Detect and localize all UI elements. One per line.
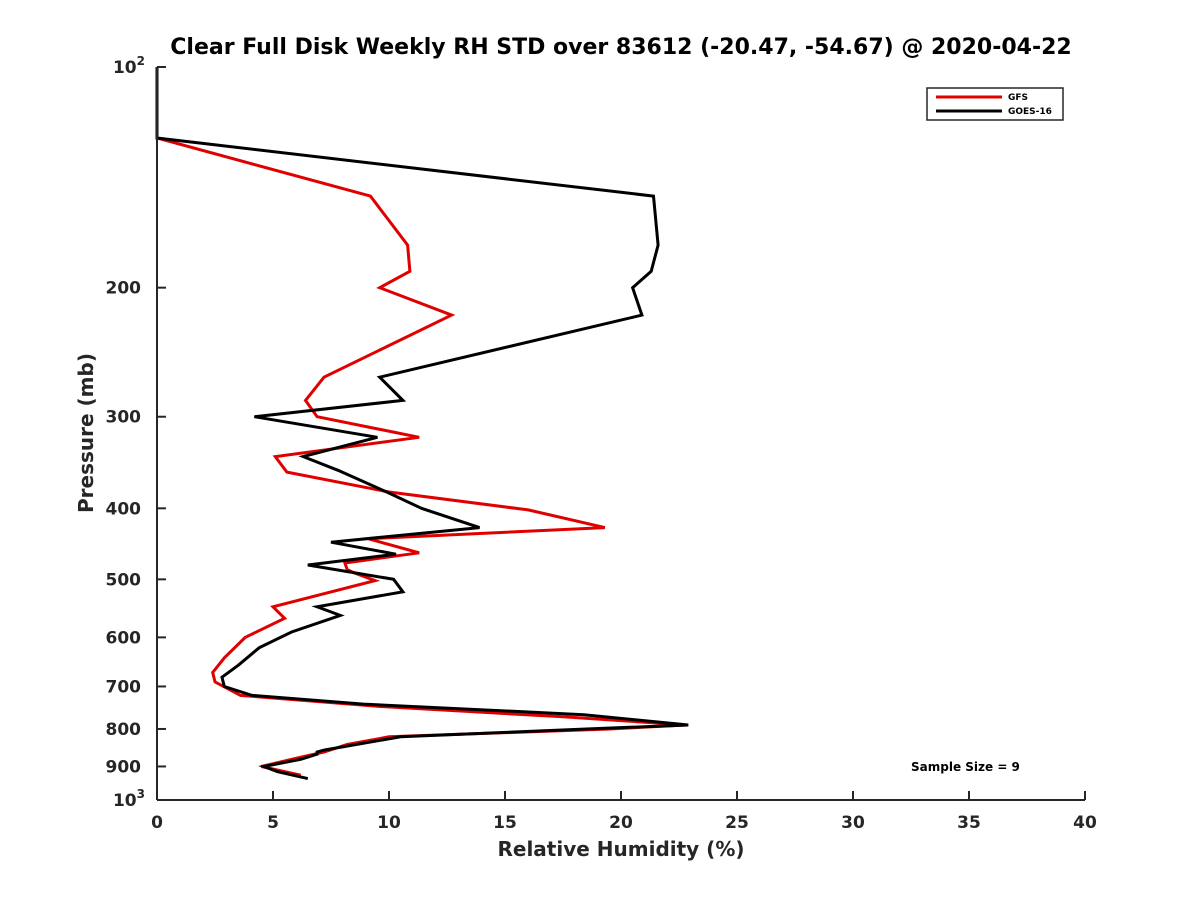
x-axis-label: Relative Humidity (%) <box>497 837 744 861</box>
plot-area <box>155 67 689 781</box>
y-tick-label: 200 <box>106 279 142 299</box>
chart-title: Clear Full Disk Weekly RH STD over 83612… <box>170 35 1071 60</box>
y-tick-label: 900 <box>106 757 142 777</box>
y-tick-label: 300 <box>106 408 142 428</box>
y-tick-label: 103 <box>113 787 145 811</box>
x-tick-label: 15 <box>493 813 517 833</box>
x-tick-label: 25 <box>725 813 749 833</box>
x-ticks: 0 5 10 15 20 25 30 35 40 <box>151 791 1097 833</box>
x-tick-label: 10 <box>377 813 401 833</box>
y-tick-label: 102 <box>113 54 145 78</box>
x-tick-label: 40 <box>1073 813 1097 833</box>
x-tick-label: 35 <box>957 813 981 833</box>
y-axis-label: Pressure (mb) <box>74 353 98 513</box>
y-tick-label: 500 <box>106 570 142 590</box>
legend-label-goes-16: GOES-16 <box>1008 107 1052 117</box>
legend: GFS GOES-16 <box>926 87 1064 121</box>
y-ticks: 102 200 300 400 500 600 700 800 900 103 <box>106 54 166 811</box>
series-line-goes-16 <box>155 67 689 781</box>
y-tick-label: 800 <box>106 720 142 740</box>
y-tick-label: 600 <box>106 628 142 648</box>
sample-size-annotation: Sample Size = 9 <box>911 760 1020 774</box>
legend-box <box>926 87 1064 121</box>
x-tick-label: 5 <box>267 813 279 833</box>
legend-label-gfs: GFS <box>1008 93 1028 103</box>
y-tick-label: 700 <box>106 677 142 697</box>
series-line-gfs <box>155 67 687 777</box>
x-tick-label: 0 <box>151 813 163 833</box>
x-tick-label: 20 <box>609 813 633 833</box>
x-tick-label: 30 <box>841 813 865 833</box>
y-tick-label: 400 <box>106 499 142 519</box>
